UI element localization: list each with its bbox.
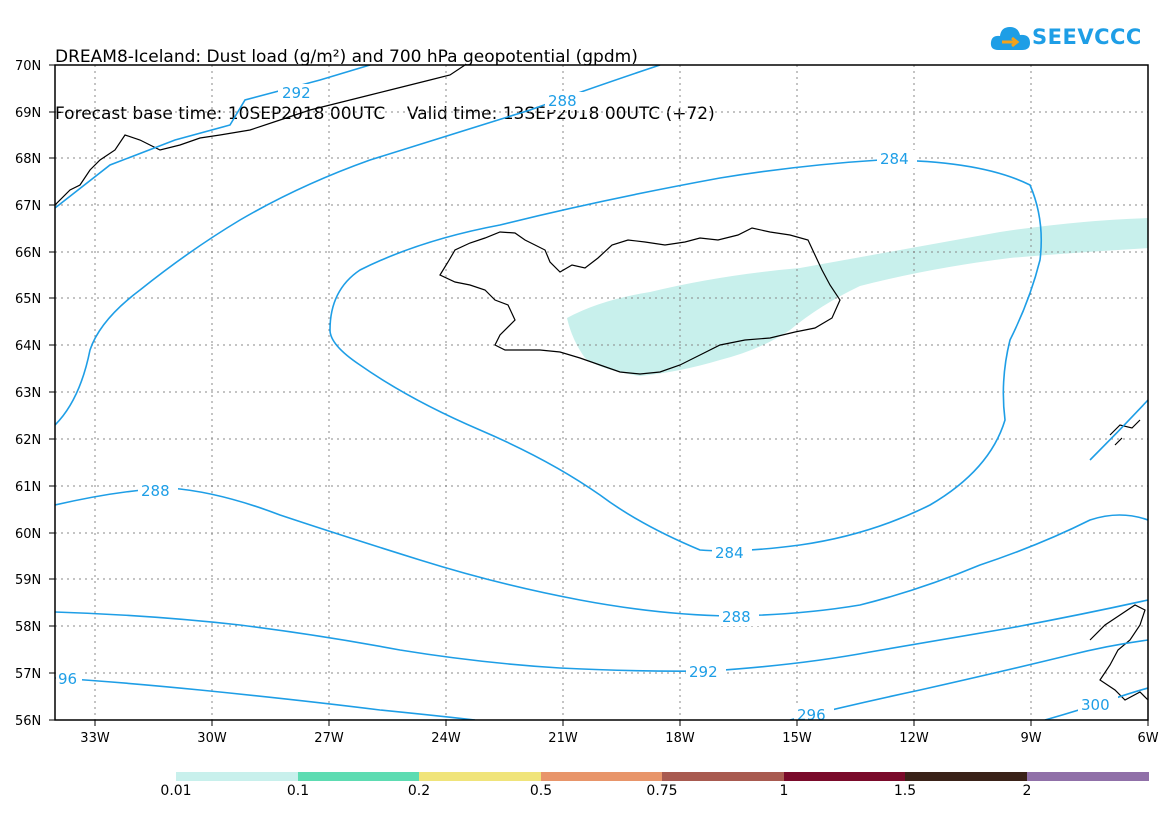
geopotential-contours bbox=[55, 65, 1148, 720]
lat-label: 67N bbox=[15, 199, 41, 214]
title-line-1: DREAM8-Iceland: Dust load (g/m²) and 700… bbox=[55, 47, 638, 67]
colorbar-label: 1 bbox=[779, 783, 789, 799]
lat-label: 70N bbox=[15, 59, 41, 74]
colorbar-label: 0.2 bbox=[407, 783, 431, 799]
lon-label: 9W bbox=[1020, 731, 1041, 746]
contour-label-288-south: 288 bbox=[722, 608, 751, 626]
colorbar-segment bbox=[419, 772, 541, 781]
contour-label-288-west: 288 bbox=[141, 482, 170, 500]
colorbar bbox=[176, 772, 1149, 781]
cloud-icon bbox=[990, 27, 1030, 50]
coastlines bbox=[55, 65, 1148, 701]
contour-ne bbox=[1089, 399, 1148, 461]
lat-label: 58N bbox=[15, 620, 41, 635]
lon-label: 15W bbox=[782, 731, 812, 746]
lon-label: 12W bbox=[899, 731, 929, 746]
colorbar-segment bbox=[905, 772, 1027, 781]
colorbar-label: 0.01 bbox=[160, 783, 192, 799]
seevccc-logo: SEEVCCC bbox=[990, 20, 1142, 60]
lon-label: 21W bbox=[548, 731, 578, 746]
lon-label: 33W bbox=[80, 731, 110, 746]
contour-label-296: 296 bbox=[797, 706, 826, 724]
lat-label: 61N bbox=[15, 480, 41, 495]
title-line-2: Forecast base time: 10SEP2018 00UTC Vali… bbox=[55, 104, 715, 124]
lat-label: 60N bbox=[15, 527, 41, 542]
lon-label: 27W bbox=[314, 731, 344, 746]
lat-label: 64N bbox=[15, 339, 41, 354]
contour-288-north bbox=[55, 65, 661, 426]
contour-284 bbox=[329, 159, 1043, 552]
contour-label-288-north: 288 bbox=[548, 92, 577, 110]
colorbar-label: 0.5 bbox=[529, 783, 553, 799]
contour-label-284-north: 284 bbox=[880, 150, 909, 168]
colorbar-label: 1.5 bbox=[893, 783, 917, 799]
greenland-coast bbox=[55, 65, 466, 206]
colorbar-label: 0.75 bbox=[646, 783, 678, 799]
grid-lines bbox=[55, 65, 1148, 720]
colorbar-segment bbox=[541, 772, 662, 781]
scotland-coast bbox=[1089, 604, 1148, 701]
contour-label-96: 96 bbox=[58, 670, 77, 688]
contour-288-south bbox=[55, 487, 1148, 617]
contour-296 bbox=[55, 639, 1148, 720]
dust-plume bbox=[567, 218, 1148, 376]
lat-label: 69N bbox=[15, 106, 41, 121]
contour-label-284-south: 284 bbox=[715, 544, 744, 562]
map-title: DREAM8-Iceland: Dust load (g/m²) and 700… bbox=[55, 10, 715, 143]
faroe-coast bbox=[1109, 419, 1141, 446]
lat-label: 62N bbox=[15, 433, 41, 448]
contour-label-292-south: 292 bbox=[689, 663, 718, 681]
contour-label-292-north: 292 bbox=[282, 84, 311, 102]
lat-label: 66N bbox=[15, 246, 41, 261]
colorbar-segment bbox=[176, 772, 298, 781]
longitude-labels: 33W 30W 27W 24W 21W 18W 15W 12W 9W 6W bbox=[80, 731, 1158, 746]
lat-label: 56N bbox=[15, 714, 41, 729]
colorbar-label: 2 bbox=[1022, 783, 1032, 799]
lon-label: 24W bbox=[431, 731, 461, 746]
logo-text: SEEVCCC bbox=[1032, 25, 1142, 49]
lon-label: 6W bbox=[1137, 731, 1158, 746]
colorbar-label: 0.1 bbox=[286, 783, 310, 799]
lat-label: 57N bbox=[15, 667, 41, 682]
contour-292-north bbox=[55, 65, 371, 209]
contour-label-300: 300 bbox=[1081, 696, 1110, 714]
axis-ticks bbox=[49, 64, 1149, 726]
colorbar-segment bbox=[784, 772, 905, 781]
lat-label: 63N bbox=[15, 386, 41, 401]
colorbar-segment bbox=[1027, 772, 1149, 781]
colorbar-segment bbox=[662, 772, 784, 781]
latitude-labels: 70N 69N 68N 67N 66N 65N 64N 63N 62N 61N … bbox=[15, 59, 41, 729]
colorbar-segment bbox=[298, 772, 419, 781]
lon-label: 18W bbox=[665, 731, 695, 746]
iceland-coast bbox=[439, 227, 841, 375]
lat-label: 65N bbox=[15, 292, 41, 307]
lat-label: 68N bbox=[15, 152, 41, 167]
contour-labels: 292 288 284 288 284 288 292 96 296 300 bbox=[56, 84, 1118, 724]
lat-label: 59N bbox=[15, 573, 41, 588]
contour-292-south bbox=[55, 599, 1148, 672]
lon-label: 30W bbox=[197, 731, 227, 746]
